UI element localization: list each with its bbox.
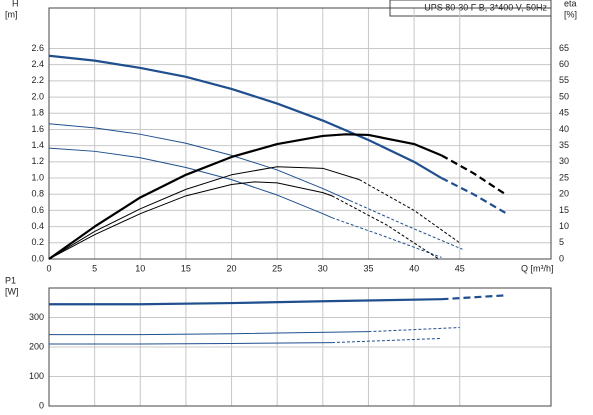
y2-tick-label: 10 [559, 221, 569, 231]
y-tick-label: 0.8 [31, 189, 44, 199]
y-tick-label: 1.4 [31, 140, 44, 150]
curve [331, 195, 440, 260]
y-tick-label: 200 [29, 341, 44, 351]
curve [331, 217, 442, 258]
plot-frame [48, 287, 552, 407]
x-label: Q [m³/h] [521, 263, 554, 273]
y-tick-label: 2.6 [31, 43, 44, 53]
curve [48, 166, 360, 260]
y-tick-label: 0.4 [31, 221, 44, 231]
y2-tick-label: 15 [559, 205, 569, 215]
curve [49, 331, 369, 336]
y2-tick-label: 50 [559, 91, 569, 101]
curve [48, 147, 333, 219]
y-tick-label: 2.2 [31, 75, 44, 85]
curve [359, 179, 461, 244]
plot-frame [48, 7, 552, 260]
y-tick-label: 2.4 [31, 59, 44, 69]
y2-tick-label: 65 [559, 43, 569, 53]
x-tick-label: 25 [272, 263, 282, 273]
x-tick-label: 0 [46, 263, 51, 273]
y2-tick-label: 40 [559, 124, 569, 134]
y2-tick-label: 0 [559, 253, 564, 263]
x-tick-label: 10 [135, 263, 145, 273]
y-tick-label: 1.2 [31, 156, 44, 166]
y2-tick-label: 25 [559, 172, 569, 182]
y-tick-label: 0.2 [31, 237, 44, 247]
x-tick-label: 35 [363, 263, 373, 273]
y2-label: eta [564, 0, 577, 8]
y-label: H [12, 0, 19, 8]
y-label: P1 [5, 275, 16, 285]
x-tick-label: 40 [409, 263, 419, 273]
x-tick-label: 30 [318, 263, 328, 273]
y-tick-label: 1.6 [31, 124, 44, 134]
curve [349, 200, 463, 250]
y2-tick-label: 5 [559, 237, 564, 247]
curve [368, 327, 460, 333]
y-tick-label: 0 [39, 400, 44, 410]
curve [48, 123, 351, 202]
curve [440, 154, 506, 196]
y-tick-label: 0.0 [31, 253, 44, 263]
y2-tick-label: 20 [559, 189, 569, 199]
y2-tick-label: 35 [559, 140, 569, 150]
curve [49, 298, 442, 306]
y2-tick-label: 55 [559, 75, 569, 85]
curve [48, 181, 333, 260]
y-tick-label: 1.0 [31, 172, 44, 182]
curve [331, 337, 442, 344]
y-tick-label: 1.8 [31, 108, 44, 118]
x-tick-label: 45 [455, 263, 465, 273]
y2-tick-label: 60 [559, 59, 569, 69]
curve [441, 294, 506, 301]
y2-tick-label: 30 [559, 156, 569, 166]
y-tick-label: 100 [29, 371, 44, 381]
y-unit: [m] [5, 9, 18, 19]
y2-unit: [%] [564, 9, 577, 19]
y-tick-label: 2.0 [31, 91, 44, 101]
x-tick-label: 20 [227, 263, 237, 273]
chart-title: UPS 80-30 F B, 3*400 V, 50Hz [424, 2, 547, 12]
y-tick-label: 300 [29, 312, 44, 322]
curve [49, 342, 332, 345]
curve [48, 133, 442, 260]
x-tick-label: 15 [181, 263, 191, 273]
curve [48, 54, 443, 179]
x-tick-label: 5 [92, 263, 97, 273]
y-tick-label: 0.6 [31, 205, 44, 215]
curve [440, 177, 506, 214]
y-unit: [W] [5, 286, 19, 296]
y2-tick-label: 45 [559, 108, 569, 118]
